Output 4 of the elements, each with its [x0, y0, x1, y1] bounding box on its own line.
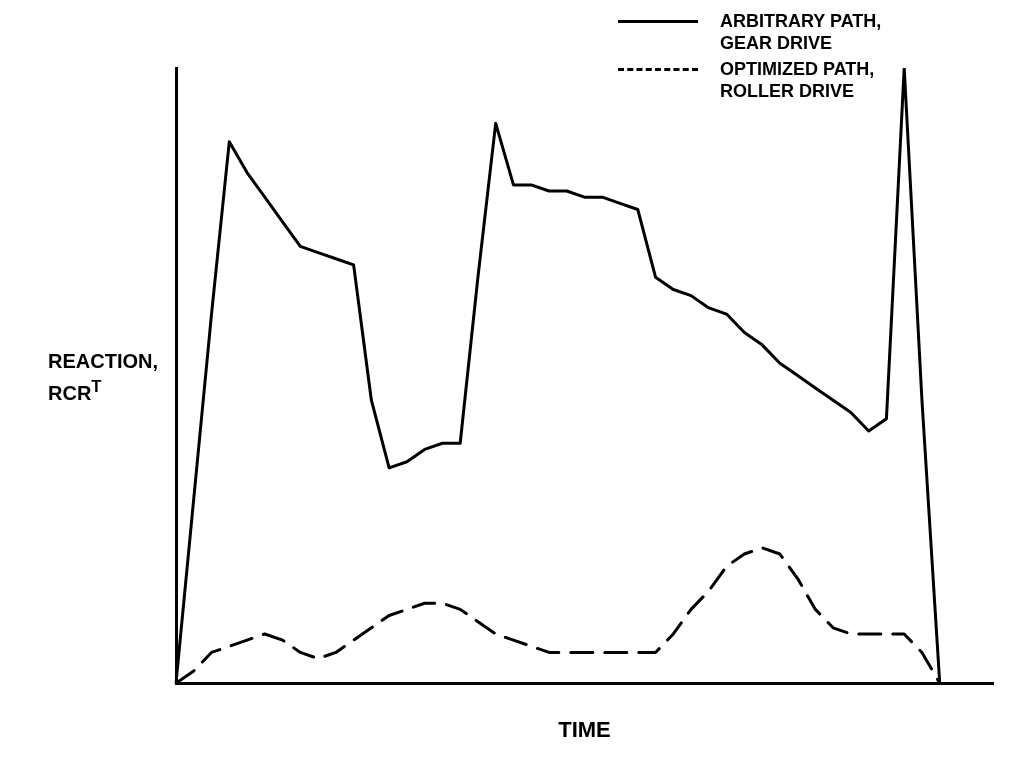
y-axis-title: REACTION, RCR$^{T}$ [48, 349, 159, 406]
x-axis-title: TIME [558, 716, 611, 742]
legend-label: ARBITRARY PATH, GEAR DRIVE [720, 10, 883, 54]
legend-label: OPTIMIZED PATH, ROLLER DRIVE [720, 58, 876, 102]
